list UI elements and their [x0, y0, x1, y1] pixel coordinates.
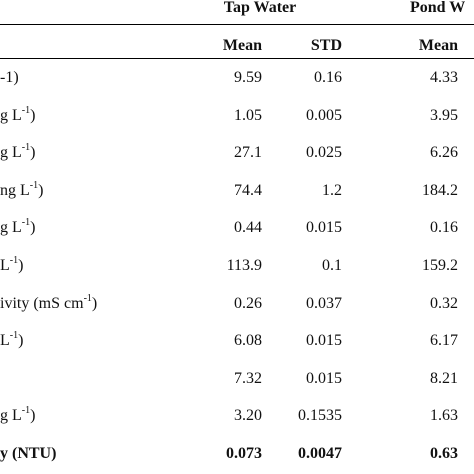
pond-mean-cell: 6.26: [430, 144, 458, 161]
row-label-text: g L: [0, 107, 22, 124]
tap-std-cell: 0.1535: [298, 407, 342, 424]
tap-mean-cell: 0.073: [226, 445, 262, 462]
row-label-superscript: -1: [83, 293, 92, 304]
tap-std-cell: 0.037: [306, 295, 342, 312]
tap-std-cell: 0.015: [306, 370, 342, 387]
row-label-text: ivity (mS cm: [0, 295, 84, 312]
row-label-text: ng L: [0, 182, 30, 199]
row-label-text: L: [0, 257, 10, 274]
tap-mean-cell: 74.4: [234, 182, 262, 199]
row-label-suffix: ): [18, 332, 24, 349]
row-label-text: g L: [0, 407, 22, 424]
row-label-superscript: -1: [9, 330, 19, 341]
tap-mean-cell: 27.1: [234, 144, 262, 161]
tap-std-header: STD: [310, 37, 342, 54]
row-label-suffix: ): [38, 182, 44, 199]
tap-mean-cell: 6.08: [234, 332, 262, 349]
tap-water-header: Tap Water: [223, 0, 297, 16]
row-label-text: g L: [0, 144, 22, 161]
pond-water-header: Pond W: [410, 0, 466, 16]
row-label: L-1): [0, 331, 23, 351]
row-label: g L-1): [0, 143, 35, 163]
tap-std-cell: 0.015: [306, 219, 342, 236]
tap-std-cell: 1.2: [322, 182, 342, 199]
row-label-text: L: [0, 332, 10, 349]
row-label-suffix: ): [18, 257, 24, 274]
row-label-suffix: ): [91, 295, 98, 312]
header-rule: [0, 24, 474, 25]
row-label-suffix: ): [30, 219, 36, 236]
tap-mean-cell: 0.44: [234, 219, 262, 236]
row-label-superscript: -1: [29, 180, 39, 191]
row-label-text: -1): [0, 69, 19, 86]
tap-mean-cell: 9.59: [234, 69, 262, 86]
pond-mean-cell: 184.2: [422, 182, 458, 199]
row-label: ng L-1): [0, 181, 43, 201]
tap-mean-header: Mean: [222, 37, 262, 54]
pond-mean-cell: 0.32: [430, 295, 458, 312]
tap-mean-cell: 0.26: [234, 295, 262, 312]
row-label-suffix: ): [30, 107, 36, 124]
row-label: y (NTU): [0, 444, 56, 464]
tap-std-cell: 0.16: [314, 69, 342, 86]
row-label-text: g L: [0, 219, 22, 236]
pond-mean-cell: 4.33: [430, 69, 458, 86]
tap-mean-cell: 1.05: [234, 107, 262, 124]
pond-mean-header: Mean: [418, 37, 458, 54]
pond-mean-cell: 8.21: [430, 370, 458, 387]
row-label-superscript: -1: [9, 255, 19, 266]
row-label: g L-1): [0, 406, 35, 426]
row-label-text: y (NTU): [0, 445, 57, 462]
row-label-superscript: -1: [21, 405, 31, 416]
row-label-superscript: -1: [21, 217, 31, 228]
row-label: L-1): [0, 256, 23, 276]
row-label: ivity (mS cm-1): [0, 294, 97, 314]
row-label: g L-1): [0, 218, 35, 238]
tap-std-cell: 0.025: [306, 144, 342, 161]
pond-mean-cell: 3.95: [430, 107, 458, 124]
pond-mean-cell: 159.2: [422, 257, 458, 274]
tap-mean-cell: 7.32: [234, 370, 262, 387]
tap-std-cell: 0.0047: [298, 445, 342, 462]
row-label-superscript: -1: [21, 105, 31, 116]
row-label-suffix: ): [30, 407, 36, 424]
pond-mean-cell: 6.17: [430, 332, 458, 349]
row-label-superscript: -1: [21, 142, 31, 153]
row-label: -1): [0, 68, 19, 88]
row-label: g L-1): [0, 106, 35, 126]
pond-mean-cell: 0.16: [430, 219, 458, 236]
subheader-rule: [0, 58, 474, 59]
tap-mean-cell: 3.20: [234, 407, 262, 424]
tap-std-cell: 0.005: [306, 107, 342, 124]
tap-std-cell: 0.015: [306, 332, 342, 349]
pond-mean-cell: 1.63: [430, 407, 458, 424]
row-label-suffix: ): [30, 144, 36, 161]
pond-mean-cell: 0.63: [430, 445, 458, 462]
tap-std-cell: 0.1: [322, 257, 342, 274]
tap-mean-cell: 113.9: [226, 257, 262, 274]
